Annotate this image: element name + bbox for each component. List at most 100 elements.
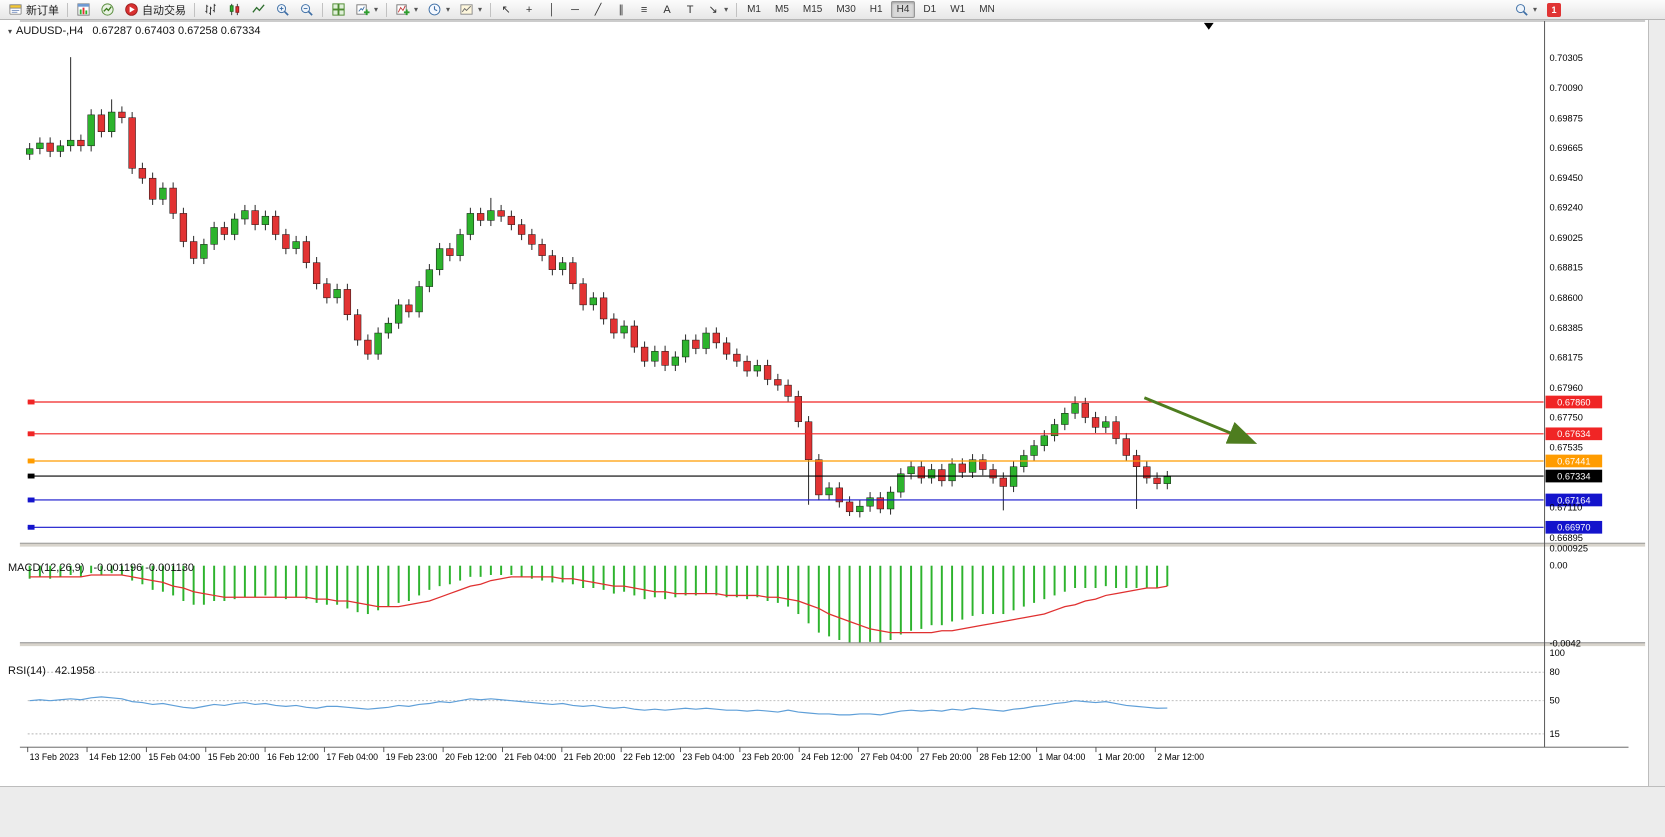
svg-text:14 Feb 12:00: 14 Feb 12:00 bbox=[89, 752, 141, 762]
toolbar-separator bbox=[736, 2, 738, 17]
trendline-tool-button[interactable]: ╱ bbox=[587, 1, 609, 19]
svg-text:0.69875: 0.69875 bbox=[1549, 113, 1583, 123]
timeframe-button-M30[interactable]: M30 bbox=[830, 1, 861, 18]
price-chart-canvas[interactable]: 0.67860 0.67634 0.67441 0.67334 0.67164 0.669… bbox=[0, 20, 1665, 837]
templates-button[interactable]: ▾ bbox=[455, 1, 486, 19]
new-order-icon bbox=[9, 4, 22, 15]
line-chart-icon bbox=[252, 4, 265, 13]
navigator-button[interactable] bbox=[96, 1, 119, 19]
svg-text:21 Feb 04:00: 21 Feb 04:00 bbox=[504, 752, 556, 762]
chart-shift-marker[interactable] bbox=[1203, 22, 1214, 30]
svg-text:15 Feb 04:00: 15 Feb 04:00 bbox=[148, 752, 200, 762]
dropdown-icon: ▾ bbox=[374, 5, 379, 14]
toolbar-separator bbox=[490, 2, 492, 17]
toolbar-separator bbox=[322, 2, 323, 17]
market-watch-button[interactable] bbox=[72, 1, 95, 19]
market-watch-icon bbox=[77, 3, 90, 16]
tile-windows-icon bbox=[332, 3, 345, 16]
line-chart-button[interactable] bbox=[247, 1, 270, 19]
timeframe-button-H4[interactable]: H4 bbox=[890, 1, 916, 18]
svg-text:0.68815: 0.68815 bbox=[1549, 263, 1583, 273]
svg-text:1 Mar 20:00: 1 Mar 20:00 bbox=[1098, 752, 1145, 762]
macd-indicator-label: MACD(12,26,9) -0.001196 -0.001130 bbox=[8, 562, 194, 574]
crosshair-tool-button[interactable]: + bbox=[518, 1, 540, 19]
svg-text:0.68600: 0.68600 bbox=[1549, 293, 1583, 303]
svg-text:0.68385: 0.68385 bbox=[1549, 323, 1583, 333]
cursor-icon: ↖ bbox=[501, 4, 511, 16]
tile-windows-button[interactable] bbox=[327, 1, 350, 19]
new-chart-icon bbox=[356, 4, 370, 16]
macd-name: MACD(12,26,9) bbox=[8, 562, 85, 574]
new-chart-button[interactable]: ▾ bbox=[351, 1, 382, 19]
pane-splitters[interactable] bbox=[19, 542, 1646, 648]
price-axis[interactable]: 0.70305 0.70090 0.69875 0.69665 0.69450 0.692… bbox=[1544, 20, 1589, 748]
svg-text:1 Mar 04:00: 1 Mar 04:00 bbox=[1039, 752, 1086, 762]
zoom-in-icon bbox=[277, 4, 289, 16]
fibonacci-icon: ≡ bbox=[640, 3, 648, 16]
search-button[interactable]: ▾ bbox=[1510, 1, 1541, 19]
text-tool-icon: A bbox=[663, 3, 671, 16]
svg-text:22 Feb 12:00: 22 Feb 12:00 bbox=[623, 752, 675, 762]
indicators-button[interactable]: ▾ bbox=[391, 1, 422, 19]
navigator-icon bbox=[101, 3, 114, 16]
svg-text:80: 80 bbox=[1549, 667, 1559, 677]
search-icon bbox=[1516, 4, 1528, 16]
channel-icon: ∥ bbox=[618, 4, 624, 16]
svg-text:20 Feb 12:00: 20 Feb 12:00 bbox=[445, 752, 497, 762]
svg-text:0.68175: 0.68175 bbox=[1549, 353, 1583, 363]
svg-text:17 Feb 04:00: 17 Feb 04:00 bbox=[326, 752, 378, 762]
svg-text:27 Feb 20:00: 27 Feb 20:00 bbox=[920, 752, 972, 762]
horizontal-lines[interactable]: 0.67860 0.67634 0.67441 0.67334 0.67164 0.669… bbox=[27, 395, 1603, 534]
timeframe-button-M1[interactable]: M1 bbox=[741, 1, 767, 18]
svg-text:0.00: 0.00 bbox=[1549, 561, 1567, 571]
arrows-tool-button[interactable]: ↘ ▾ bbox=[702, 1, 732, 19]
horizontal-line-tool-button[interactable]: ─ bbox=[564, 1, 586, 19]
cursor-tool-button[interactable]: ↖ bbox=[495, 1, 517, 19]
svg-text:0.67334: 0.67334 bbox=[1557, 471, 1591, 481]
dropdown-icon: ▾ bbox=[724, 5, 729, 14]
timeframe-button-W1[interactable]: W1 bbox=[944, 1, 971, 18]
timeframe-button-M5[interactable]: M5 bbox=[769, 1, 795, 18]
svg-text:19 Feb 23:00: 19 Feb 23:00 bbox=[386, 752, 438, 762]
rsi-values: 42.1958 bbox=[54, 665, 95, 677]
svg-text:28 Feb 12:00: 28 Feb 12:00 bbox=[979, 752, 1031, 762]
svg-text:0.000925: 0.000925 bbox=[1549, 543, 1588, 553]
auto-trading-button[interactable]: 自动交易 bbox=[120, 1, 190, 19]
zoom-in-button[interactable] bbox=[271, 1, 294, 19]
trend-arrow-annotation[interactable] bbox=[1143, 396, 1258, 444]
chart-expander-icon[interactable]: ▾ bbox=[8, 27, 13, 36]
candlestick-chart-button[interactable] bbox=[223, 1, 246, 19]
zoom-out-button[interactable] bbox=[295, 1, 318, 19]
text-tool-button[interactable]: A bbox=[656, 1, 678, 19]
vertical-line-tool-button[interactable]: │ bbox=[541, 1, 563, 19]
time-axis[interactable]: 13 Feb 2023 14 Feb 12:00 15 Feb 04:00 15 Fe… bbox=[19, 746, 1629, 762]
candlestick-chart-icon bbox=[229, 3, 240, 16]
timeframe-button-H1[interactable]: H1 bbox=[864, 1, 889, 18]
auto-trading-icon bbox=[125, 3, 138, 16]
trendline-icon: ╱ bbox=[594, 4, 602, 16]
svg-text:0.67960: 0.67960 bbox=[1549, 383, 1583, 393]
candles-series bbox=[25, 57, 1171, 518]
svg-text:0.67441: 0.67441 bbox=[1557, 456, 1591, 466]
horizontal-line-icon: ─ bbox=[571, 3, 579, 16]
label-tool-icon: T bbox=[686, 3, 694, 16]
new-order-button[interactable]: 新订单 bbox=[4, 1, 63, 19]
timeframe-button-M15[interactable]: M15 bbox=[797, 1, 828, 18]
template-icon bbox=[460, 4, 473, 15]
svg-text:0.66970: 0.66970 bbox=[1557, 523, 1591, 533]
bar-chart-button[interactable] bbox=[199, 1, 222, 19]
notification-badge[interactable]: 1 bbox=[1547, 2, 1561, 17]
vertical-line-icon: │ bbox=[548, 3, 556, 16]
channel-tool-button[interactable]: ∥ bbox=[610, 1, 632, 19]
label-tool-button[interactable]: T bbox=[679, 1, 701, 19]
svg-text:0.69450: 0.69450 bbox=[1549, 173, 1583, 183]
svg-text:-0.0042: -0.0042 bbox=[1549, 639, 1580, 649]
period-button[interactable]: ▾ bbox=[423, 1, 454, 19]
indicators-icon bbox=[396, 4, 410, 16]
fibonacci-tool-button[interactable]: ≡ bbox=[633, 1, 655, 19]
svg-text:23 Feb 20:00: 23 Feb 20:00 bbox=[742, 752, 794, 762]
timeframe-button-MN[interactable]: MN bbox=[973, 1, 1001, 18]
window-right-edge bbox=[1648, 20, 1665, 837]
timeframe-button-D1[interactable]: D1 bbox=[917, 1, 942, 18]
svg-text:16 Feb 12:00: 16 Feb 12:00 bbox=[267, 752, 319, 762]
